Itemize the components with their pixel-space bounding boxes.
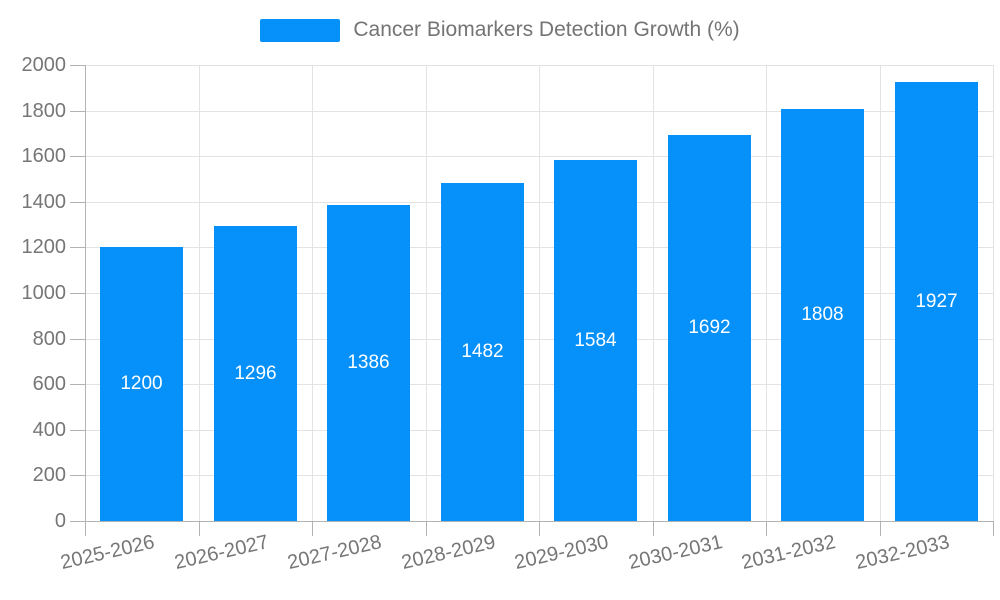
legend: Cancer Biomarkers Detection Growth (%)	[0, 18, 1000, 42]
y-tick-label: 800	[32, 328, 66, 350]
x-tick	[539, 521, 540, 536]
y-tick-label: 1000	[21, 282, 67, 304]
bar[interactable]: 1808	[781, 109, 864, 521]
y-tick	[70, 339, 85, 340]
legend-swatch	[260, 18, 341, 42]
x-tick	[766, 521, 767, 536]
y-tick	[70, 430, 85, 431]
y-tick-label: 400	[32, 419, 66, 441]
x-gridline	[312, 65, 313, 521]
legend-label: Cancer Biomarkers Detection Growth (%)	[353, 18, 740, 41]
y-tick	[70, 521, 85, 522]
x-tick-label: 2031-2032	[739, 531, 838, 574]
x-gridline	[426, 65, 427, 521]
x-tick	[199, 521, 200, 536]
x-tick-label: 2029-2030	[512, 531, 611, 574]
y-tick-label: 2000	[21, 54, 67, 76]
x-tick	[312, 521, 313, 536]
y-tick-label: 0	[54, 510, 66, 532]
x-tick	[85, 521, 86, 536]
bar-value-label: 1296	[234, 362, 277, 384]
bar[interactable]: 1386	[327, 205, 410, 521]
bar-value-label: 1200	[120, 373, 163, 394]
bar-value-label: 1386	[347, 352, 390, 373]
bar[interactable]: 1927	[895, 82, 978, 521]
bar-value-label: 1482	[461, 341, 504, 362]
bar[interactable]: 1584	[554, 160, 637, 521]
y-tick-label: 600	[32, 373, 66, 395]
x-tick	[993, 521, 994, 536]
bar-value-label: 1808	[801, 304, 844, 325]
bar-value-label: 1927	[915, 290, 958, 312]
x-tick-label: 2027-2028	[285, 531, 384, 574]
y-tick-label: 1600	[21, 145, 67, 167]
x-tick-label: 2025-2026	[58, 531, 157, 574]
x-gridline	[653, 65, 654, 521]
y-tick	[70, 156, 85, 157]
y-tick	[70, 202, 85, 203]
bar[interactable]: 1692	[668, 135, 751, 521]
legend-item[interactable]: Cancer Biomarkers Detection Growth (%)	[260, 18, 740, 42]
bar-value-label: 1692	[688, 317, 731, 338]
x-gridline	[880, 65, 881, 521]
x-gridline	[199, 65, 200, 521]
x-tick-label: 2032-2033	[853, 531, 952, 574]
x-tick-label: 2030-2031	[626, 531, 725, 574]
x-tick	[426, 521, 427, 536]
x-gridline	[766, 65, 767, 521]
y-tick	[70, 475, 85, 476]
x-gridline	[539, 65, 540, 521]
y-tick	[70, 247, 85, 248]
y-axis-line	[85, 65, 86, 521]
y-tick-label: 200	[32, 464, 66, 486]
y-tick	[70, 384, 85, 385]
x-axis-line	[85, 521, 993, 522]
x-tick-label: 2028-2029	[399, 531, 498, 574]
bar[interactable]: 1200	[100, 247, 183, 521]
y-tick	[70, 65, 85, 66]
bar-value-label: 1584	[574, 329, 617, 351]
x-tick	[880, 521, 881, 536]
y-tick-label: 1400	[21, 191, 67, 213]
bar[interactable]: 1296	[214, 226, 297, 521]
bar[interactable]: 1482	[441, 183, 524, 521]
x-gridline	[993, 65, 994, 521]
x-tick-label: 2026-2027	[172, 531, 271, 574]
y-tick-label: 1200	[21, 236, 67, 258]
y-tick-label: 1800	[21, 100, 67, 122]
y-tick	[70, 111, 85, 112]
x-tick	[653, 521, 654, 536]
y-tick	[70, 293, 85, 294]
